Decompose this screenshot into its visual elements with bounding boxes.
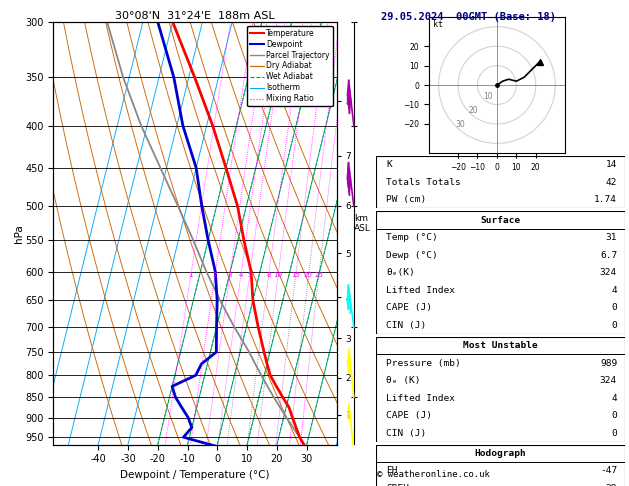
- Text: 29.05.2024  00GMT (Base: 18): 29.05.2024 00GMT (Base: 18): [381, 12, 555, 22]
- Text: kt: kt: [433, 20, 443, 29]
- Text: Surface: Surface: [481, 216, 520, 225]
- Text: Dewp (°C): Dewp (°C): [386, 251, 438, 260]
- Text: CIN (J): CIN (J): [386, 321, 426, 330]
- Text: Lifted Index: Lifted Index: [386, 394, 455, 402]
- Text: CIN (J): CIN (J): [386, 429, 426, 437]
- Text: 1.74: 1.74: [594, 195, 617, 204]
- Text: Pressure (mb): Pressure (mb): [386, 359, 461, 367]
- Text: 31: 31: [606, 233, 617, 242]
- X-axis label: Dewpoint / Temperature (°C): Dewpoint / Temperature (°C): [120, 470, 270, 480]
- Y-axis label: km
ASL: km ASL: [354, 214, 371, 233]
- Polygon shape: [348, 89, 350, 113]
- Polygon shape: [347, 163, 348, 187]
- Text: 4: 4: [611, 394, 617, 402]
- Text: 20: 20: [304, 272, 313, 278]
- Text: Totals Totals: Totals Totals: [386, 178, 461, 187]
- Text: 29: 29: [606, 484, 617, 486]
- Text: 42: 42: [606, 178, 617, 187]
- Text: Temp (°C): Temp (°C): [386, 233, 438, 242]
- Text: CAPE (J): CAPE (J): [386, 303, 432, 312]
- Text: θₑ(K): θₑ(K): [386, 268, 415, 277]
- Text: 0: 0: [611, 429, 617, 437]
- Text: 5: 5: [247, 272, 252, 278]
- Text: 20: 20: [469, 106, 479, 115]
- Text: Lifted Index: Lifted Index: [386, 286, 455, 295]
- Polygon shape: [347, 285, 348, 309]
- Legend: Temperature, Dewpoint, Parcel Trajectory, Dry Adiabat, Wet Adiabat, Isotherm, Mi: Temperature, Dewpoint, Parcel Trajectory…: [247, 26, 333, 106]
- Text: 30: 30: [455, 120, 465, 129]
- Text: 4: 4: [238, 272, 243, 278]
- Text: θₑ (K): θₑ (K): [386, 376, 421, 385]
- Text: K: K: [386, 160, 392, 169]
- Polygon shape: [347, 80, 348, 104]
- Text: 25: 25: [314, 272, 323, 278]
- Text: © weatheronline.co.uk: © weatheronline.co.uk: [377, 469, 490, 479]
- Text: 1: 1: [188, 272, 192, 278]
- Polygon shape: [347, 349, 349, 373]
- Text: PW (cm): PW (cm): [386, 195, 426, 204]
- Text: CAPE (J): CAPE (J): [386, 411, 432, 420]
- Text: Hodograph: Hodograph: [474, 449, 526, 458]
- Title: 30°08'N  31°24'E  188m ASL: 30°08'N 31°24'E 188m ASL: [115, 11, 275, 21]
- Text: SREH: SREH: [386, 484, 409, 486]
- Text: Most Unstable: Most Unstable: [463, 341, 538, 350]
- Y-axis label: hPa: hPa: [14, 224, 24, 243]
- Text: EH: EH: [386, 467, 398, 475]
- Text: 10: 10: [274, 272, 282, 278]
- Text: 2: 2: [213, 272, 217, 278]
- Text: 10: 10: [483, 92, 493, 101]
- Text: 14: 14: [606, 160, 617, 169]
- Text: 0: 0: [611, 321, 617, 330]
- Text: 0: 0: [611, 411, 617, 420]
- Text: 324: 324: [600, 376, 617, 385]
- Text: -47: -47: [600, 467, 617, 475]
- Text: 15: 15: [291, 272, 300, 278]
- Text: 324: 324: [600, 268, 617, 277]
- Text: 6.7: 6.7: [600, 251, 617, 260]
- Text: 8: 8: [266, 272, 270, 278]
- Text: 989: 989: [600, 359, 617, 367]
- Text: 4: 4: [611, 286, 617, 295]
- Text: 3: 3: [227, 272, 232, 278]
- Polygon shape: [348, 0, 350, 10]
- Text: 0: 0: [611, 303, 617, 312]
- Polygon shape: [348, 171, 350, 195]
